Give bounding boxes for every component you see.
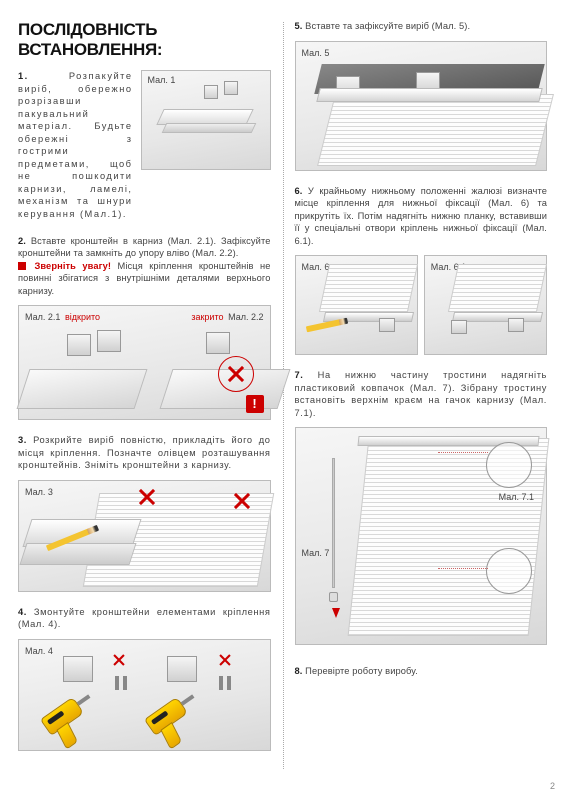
figure-2: Мал. 2.1 відкрито закрито Мал. 2.2 ! [18, 305, 271, 420]
figure-7: Мал. 7 Мал. 7.1 [295, 427, 548, 645]
fig5-label: Мал. 5 [302, 48, 330, 58]
step1-body: Розпакуйте виріб, обережно розрізавши па… [18, 71, 133, 219]
step2a-body: Вставте кронштейн в карниз (Мал. 2.1). З… [18, 236, 271, 259]
figure-6-1: Мал. 6.1 [424, 255, 547, 355]
fig6-label: Мал. 6 [302, 262, 330, 272]
drill-icon [40, 688, 109, 754]
page-title: ПОСЛІДОВНІСТЬ ВСТАНОВЛЕННЯ: [18, 20, 271, 60]
column-divider [283, 22, 284, 769]
step7-body: На нижню частину тростини надягніть плас… [295, 370, 548, 418]
step5-body: Вставте та зафіксуйте виріб (Мал. 5). [305, 21, 470, 31]
step3-body: Розкрийте виріб повністю, прикладіть йог… [18, 435, 271, 470]
step1-text: 1. Розпакуйте виріб, обережно розрізавши… [18, 70, 133, 221]
right-column: 5. Вставте та зафіксуйте виріб (Мал. 5).… [283, 20, 548, 789]
fig71-label: Мал. 7.1 [499, 492, 534, 502]
page-number: 2 [550, 781, 555, 791]
alert-icon: ! [246, 395, 264, 413]
step6-body: У крайньому нижньому положенні жалюзі ви… [295, 186, 548, 246]
figure-5: Мал. 5 [295, 41, 548, 171]
figure-3: Мал. 3 [18, 480, 271, 592]
x-mark-icon [137, 487, 157, 507]
open-label: відкрито [65, 312, 100, 322]
fig22-label: Мал. 2.2 [228, 312, 263, 322]
step2-text: 2. Вставте кронштейн в карниз (Мал. 2.1)… [18, 235, 271, 298]
step6-text: 6. У крайньому нижньому положенні жалюзі… [295, 185, 548, 248]
step8-text: 8. Перевірте роботу виробу. [295, 665, 548, 678]
left-column: ПОСЛІДОВНІСТЬ ВСТАНОВЛЕННЯ: 1. Розпакуйт… [18, 20, 283, 789]
fig1-label: Мал. 1 [148, 75, 176, 85]
x-mark-icon [226, 364, 246, 384]
step4-body: Змонтуйте кронштейни елементами кріпленн… [18, 607, 271, 630]
fig4-label: Мал. 4 [25, 646, 53, 656]
figure-4: Мал. 4 [18, 639, 271, 751]
step1-block: 1. Розпакуйте виріб, обережно розрізавши… [18, 70, 271, 221]
step3-text: 3. Розкрийте виріб повністю, прикладіть … [18, 434, 271, 472]
closed-label: закрито [191, 312, 223, 322]
step8-body: Перевірте роботу виробу. [305, 666, 418, 676]
x-mark-icon [218, 653, 232, 667]
fig7-label: Мал. 7 [302, 548, 330, 558]
x-mark-icon [112, 653, 126, 667]
step4-text: 4. Змонтуйте кронштейни елементами кріпл… [18, 606, 271, 631]
arrow-down-icon [332, 608, 340, 618]
x-mark-icon [232, 491, 252, 511]
fig21-label: Мал. 2.1 [25, 312, 60, 322]
fig3-label: Мал. 3 [25, 487, 53, 497]
figure-1: Мал. 1 [141, 70, 271, 170]
figure-6-row: Мал. 6 Мал. 6.1 [295, 255, 548, 355]
step5-text: 5. Вставте та зафіксуйте виріб (Мал. 5). [295, 20, 548, 33]
figure-6: Мал. 6 [295, 255, 418, 355]
drill-icon [144, 688, 213, 754]
step7-text: 7. На нижню частину тростини надягніть п… [295, 369, 548, 419]
step2-warn-label: Зверніть увагу! [34, 261, 111, 271]
